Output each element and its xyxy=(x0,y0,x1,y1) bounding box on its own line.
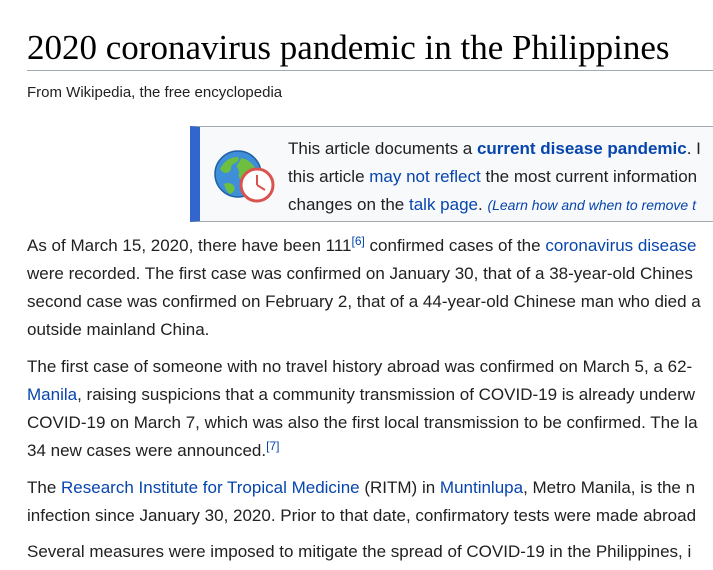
p4-line1: Several measures were imposed to mitigat… xyxy=(27,542,692,561)
page-title: 2020 coronavirus pandemic in the Philipp… xyxy=(27,28,670,67)
current-disease-pandemic-link[interactable]: current disease pandemic xyxy=(476,139,687,158)
title-divider xyxy=(27,70,713,71)
paragraph-1: As of March 15, 2020, there have been 11… xyxy=(27,232,713,344)
p2-line2-text: , raising suspicions that a community tr… xyxy=(77,385,696,404)
reference-7-link[interactable]: [7] xyxy=(266,439,280,453)
notice-line2-text: this article xyxy=(288,167,370,186)
notice-line3-tail: . xyxy=(477,195,488,214)
talk-page-link[interactable]: talk page xyxy=(408,195,478,214)
p3-line1-text-b: (RITM) in xyxy=(359,478,440,497)
muntinlupa-link[interactable]: Muntinlupa xyxy=(439,478,524,497)
notice-line2-tail: the most current information xyxy=(480,167,698,186)
p2-line3: COVID-19 on March 7, which was also the … xyxy=(27,413,698,432)
p2-line4-text: 34 new cases were announced. xyxy=(27,441,267,460)
learn-how-remove-text[interactable]: (Learn how and when to remove t xyxy=(487,197,697,213)
reference-6-link[interactable]: [6] xyxy=(351,234,365,248)
p2-line1: The first case of someone with no travel… xyxy=(27,357,693,376)
manila-link[interactable]: Manila xyxy=(27,385,78,404)
p1-line1-text-b: confirmed cases of the xyxy=(364,236,546,255)
ritm-link[interactable]: Research Institute for Tropical Medicine xyxy=(61,478,360,497)
article-content: 2020 coronavirus pandemic in the Philipp… xyxy=(27,0,713,561)
notice-text: This article documents a current disease… xyxy=(288,135,713,219)
may-not-reflect-link[interactable]: may not reflect xyxy=(369,167,481,186)
site-tagline: From Wikipedia, the free encyclopedia xyxy=(27,84,283,101)
p1-line2: were recorded. The first case was confir… xyxy=(27,264,693,283)
notice-line1-tail: . I xyxy=(686,139,701,158)
globe-clock-icon xyxy=(212,149,278,205)
p3-line1-text-c: , Metro Manila, is the n xyxy=(523,478,696,497)
p1-line4: outside mainland China. xyxy=(27,320,210,339)
coronavirus-disease-link[interactable]: coronavirus disease xyxy=(545,236,697,255)
paragraph-2: The first case of someone with no travel… xyxy=(27,353,713,465)
current-event-notice: This article documents a current disease… xyxy=(190,126,713,222)
notice-line1-text: This article documents a xyxy=(288,139,477,158)
p1-line3: second case was confirmed on February 2,… xyxy=(27,292,701,311)
p3-line1-text: The xyxy=(27,478,62,497)
paragraph-3: The Research Institute for Tropical Medi… xyxy=(27,474,713,530)
paragraph-4: Several measures were imposed to mitigat… xyxy=(27,538,713,566)
notice-line3-text: changes on the xyxy=(288,195,409,214)
p1-line1-text: As of March 15, 2020, there have been 11… xyxy=(27,236,352,255)
learn-how-remove-link[interactable]: (Learn how and when to remove t xyxy=(487,197,696,213)
p3-line2: infection since January 30, 2020. Prior … xyxy=(27,506,697,525)
